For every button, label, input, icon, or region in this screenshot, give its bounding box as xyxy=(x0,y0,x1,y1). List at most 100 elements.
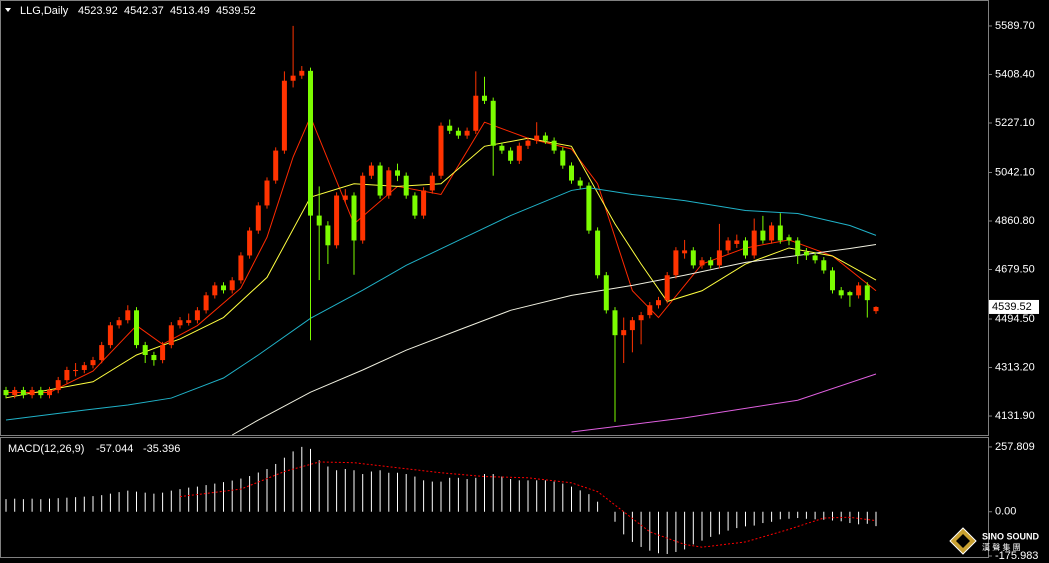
candle-body xyxy=(664,275,670,301)
candle-body xyxy=(412,195,418,216)
macd-signal-value: -35.396 xyxy=(143,443,180,455)
candle-body xyxy=(464,130,470,136)
candle-body xyxy=(438,125,444,176)
y-tick-label: 5408.40 xyxy=(995,68,1035,80)
candle-body xyxy=(47,390,52,396)
candle-body xyxy=(386,170,392,196)
candle-body xyxy=(638,315,644,321)
candle-body xyxy=(743,240,748,256)
candle-body xyxy=(812,255,818,261)
candle-body xyxy=(99,345,105,361)
candle-body xyxy=(229,280,235,291)
candle-body xyxy=(212,285,218,296)
candle-body xyxy=(221,285,226,291)
candle-body xyxy=(64,369,70,381)
candle-body xyxy=(342,195,348,200)
candle-body xyxy=(395,170,400,176)
candle-body xyxy=(186,320,192,323)
candle-body xyxy=(377,165,383,196)
candle-body xyxy=(107,325,113,346)
candle-body xyxy=(160,345,166,361)
candle-body xyxy=(595,230,601,276)
moving-average-line xyxy=(571,373,877,433)
candle-body xyxy=(725,240,731,251)
macd-panel-frame xyxy=(0,437,989,558)
candle-body xyxy=(351,195,357,241)
candle-body xyxy=(264,180,270,206)
y-tick-label: 4313.20 xyxy=(995,361,1035,373)
candle-body xyxy=(760,230,766,241)
candle-body xyxy=(699,260,705,266)
candle-body xyxy=(177,320,183,326)
moving-average-line xyxy=(5,187,877,421)
candle-body xyxy=(421,190,427,216)
candle-body xyxy=(325,225,331,246)
candle-body xyxy=(838,290,844,296)
candle-body xyxy=(873,306,879,312)
candle-body xyxy=(12,390,18,396)
y-tick-label: 5227.10 xyxy=(995,117,1035,129)
y-tick-label: 5589.70 xyxy=(995,20,1035,32)
open-value: 4523.92 xyxy=(78,5,118,17)
menu-triangle[interactable] xyxy=(5,8,11,12)
candle-body xyxy=(621,330,627,336)
candle-body xyxy=(629,320,635,331)
candle-body xyxy=(647,305,653,316)
candle-body xyxy=(847,292,853,296)
candle-body xyxy=(194,310,200,321)
logo: SINO SOUND 漢 聲 集 團 xyxy=(949,527,1040,555)
high-value: 4542.37 xyxy=(124,5,164,17)
candle-body xyxy=(203,295,209,311)
symbol-title: LLG,Daily xyxy=(20,5,69,17)
candle-body xyxy=(447,125,453,131)
candle-body xyxy=(830,270,835,291)
macd-title: MACD(12,26,9) xyxy=(8,443,84,455)
candle-body xyxy=(864,285,870,301)
candle-body xyxy=(499,145,505,151)
candle-body xyxy=(751,230,757,256)
candle-body xyxy=(586,185,592,231)
y-tick-label: -175.983 xyxy=(995,550,1038,562)
candle-body xyxy=(29,390,35,396)
last-price-box xyxy=(989,299,1039,314)
candle-body xyxy=(281,80,287,151)
candle-body xyxy=(508,150,514,161)
y-tick-label: 257.809 xyxy=(995,441,1035,453)
candle-body xyxy=(429,175,435,191)
candle-body xyxy=(308,70,313,216)
candle-body xyxy=(777,225,783,241)
y-tick-label: 5042.10 xyxy=(995,166,1035,178)
candle-body xyxy=(786,237,792,241)
candle-body xyxy=(55,380,61,391)
candle-body xyxy=(299,70,305,76)
candle-body xyxy=(247,230,253,256)
candle-body xyxy=(821,260,827,271)
candle-body xyxy=(673,250,679,276)
candle-body xyxy=(734,240,740,244)
last-price-label: 4539.52 xyxy=(992,301,1032,313)
y-tick-label: 0.00 xyxy=(995,506,1016,518)
logo-title: SINO SOUND xyxy=(982,531,1040,541)
candle-body xyxy=(534,135,540,141)
candle-body xyxy=(142,345,148,355)
candle-body xyxy=(81,365,87,370)
candle-body xyxy=(125,310,131,321)
candle-body xyxy=(168,325,174,346)
candle-body xyxy=(577,180,583,186)
candle-body xyxy=(769,225,775,241)
logo-subtitle: 漢 聲 集 團 xyxy=(982,542,1021,552)
candle-body xyxy=(603,275,609,311)
moving-average-line xyxy=(231,243,877,436)
candle-body xyxy=(682,250,688,254)
candle-body xyxy=(368,165,374,176)
candle-body xyxy=(482,95,487,101)
candle-body xyxy=(560,150,566,166)
candle-body xyxy=(73,369,79,372)
candle-body xyxy=(690,250,696,266)
candle-body xyxy=(255,205,261,231)
low-value: 4513.49 xyxy=(170,5,210,17)
y-tick-label: 4860.80 xyxy=(995,215,1035,227)
candle-body xyxy=(238,255,244,281)
